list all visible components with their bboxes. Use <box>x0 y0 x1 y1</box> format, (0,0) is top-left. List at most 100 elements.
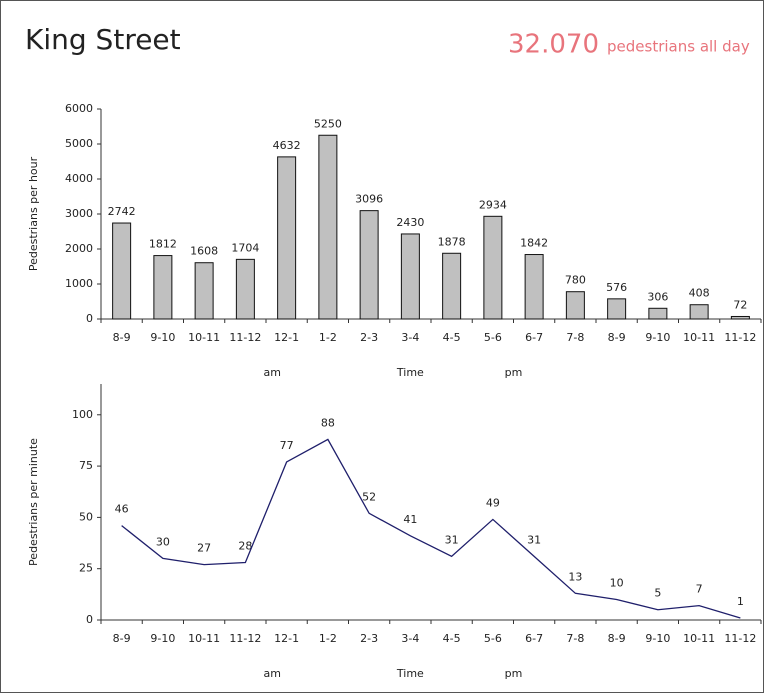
x-tick-label: 10-11 <box>188 632 220 645</box>
data-label: 31 <box>527 533 541 546</box>
data-label: 1704 <box>231 241 259 254</box>
y-tick-label: 3000 <box>65 207 93 220</box>
data-label: 306 <box>647 290 668 303</box>
bar <box>153 255 173 320</box>
bar <box>648 307 668 320</box>
bar <box>359 210 379 320</box>
data-label: 41 <box>403 513 417 526</box>
data-label: 13 <box>568 570 582 583</box>
y-tick-label: 75 <box>79 459 93 472</box>
data-label: 77 <box>280 439 294 452</box>
data-label: 27 <box>197 542 211 555</box>
x-tick-label: 6-7 <box>525 632 543 645</box>
data-label: 576 <box>606 281 627 294</box>
x-tick-label: 8-9 <box>113 331 131 344</box>
bar <box>524 254 544 320</box>
bar <box>607 298 627 320</box>
bar <box>277 156 297 320</box>
x-tick-label: 3-4 <box>401 632 419 645</box>
y-tick-label: 5000 <box>65 137 93 150</box>
bar <box>318 134 338 320</box>
y-axis-label: Pedestrians per minute <box>27 438 40 566</box>
bar <box>689 304 709 320</box>
x-tick-label: 4-5 <box>443 331 461 344</box>
data-label: 52 <box>362 490 376 503</box>
annotation: am <box>263 667 280 680</box>
x-tick-label: 11-12 <box>724 331 756 344</box>
data-label: 31 <box>445 533 459 546</box>
x-tick-label: 5-6 <box>484 331 502 344</box>
total-count: 32.070 <box>508 30 599 60</box>
annotation: am <box>263 366 280 379</box>
bar <box>442 252 462 320</box>
total-label: pedestrians all day <box>607 38 750 56</box>
x-tick-label: 9-10 <box>645 331 670 344</box>
x-tick-label: 5-6 <box>484 632 502 645</box>
bar <box>400 233 420 320</box>
data-label: 408 <box>689 287 710 300</box>
x-tick-label: 2-3 <box>360 331 378 344</box>
y-tick-label: 25 <box>79 562 93 575</box>
x-tick-label: 9-10 <box>645 632 670 645</box>
data-label: 2430 <box>396 216 424 229</box>
x-axis-label: Time <box>396 366 424 379</box>
y-tick-label: 100 <box>72 408 93 421</box>
y-tick-label: 50 <box>79 510 93 523</box>
x-tick-label: 6-7 <box>525 331 543 344</box>
data-label: 1878 <box>438 235 466 248</box>
data-label: 72 <box>733 298 747 311</box>
bar <box>194 262 214 320</box>
x-tick-label: 8-9 <box>113 632 131 645</box>
bar <box>112 222 132 320</box>
x-tick-label: 7-8 <box>566 331 584 344</box>
data-label: 30 <box>156 535 170 548</box>
data-label: 7 <box>696 583 703 596</box>
x-tick-label: 11-12 <box>229 632 261 645</box>
y-tick-label: 4000 <box>65 172 93 185</box>
bar <box>483 215 503 320</box>
data-label: 1 <box>737 595 744 608</box>
data-label: 3096 <box>355 193 383 206</box>
x-tick-label: 9-10 <box>150 632 175 645</box>
x-tick-label: 1-2 <box>319 331 337 344</box>
y-tick-label: 1000 <box>65 277 93 290</box>
x-tick-label: 10-11 <box>683 632 715 645</box>
x-axis-label: Time <box>396 667 424 680</box>
data-label: 5250 <box>314 117 342 130</box>
x-tick-label: 3-4 <box>401 331 419 344</box>
bar <box>730 315 750 320</box>
bar <box>235 258 255 320</box>
x-tick-label: 11-12 <box>229 331 261 344</box>
y-tick-label: 6000 <box>65 102 93 115</box>
y-axis-label: Pedestrians per hour <box>27 156 40 271</box>
x-tick-label: 11-12 <box>724 632 756 645</box>
x-tick-label: 12-1 <box>274 331 299 344</box>
y-tick-label: 0 <box>86 613 93 626</box>
x-tick-label: 8-9 <box>608 632 626 645</box>
x-tick-label: 10-11 <box>683 331 715 344</box>
data-label: 5 <box>654 587 661 600</box>
x-tick-label: 10-11 <box>188 331 220 344</box>
data-label: 28 <box>238 540 252 553</box>
annotation: pm <box>505 667 523 680</box>
data-label: 10 <box>610 576 624 589</box>
line <box>121 438 741 619</box>
x-tick-label: 9-10 <box>150 331 175 344</box>
x-tick-label: 7-8 <box>566 632 584 645</box>
data-label: 1812 <box>149 238 177 251</box>
data-label: 49 <box>486 496 500 509</box>
x-tick-label: 8-9 <box>608 331 626 344</box>
page-title: King Street <box>25 23 181 56</box>
bar <box>565 291 585 320</box>
data-label: 4632 <box>273 139 301 152</box>
y-tick-label: 2000 <box>65 242 93 255</box>
data-label: 1608 <box>190 245 218 258</box>
x-tick-label: 12-1 <box>274 632 299 645</box>
data-label: 780 <box>565 274 586 287</box>
data-label: 2742 <box>108 205 136 218</box>
data-label: 2934 <box>479 198 507 211</box>
annotation: pm <box>505 366 523 379</box>
x-tick-label: 1-2 <box>319 632 337 645</box>
